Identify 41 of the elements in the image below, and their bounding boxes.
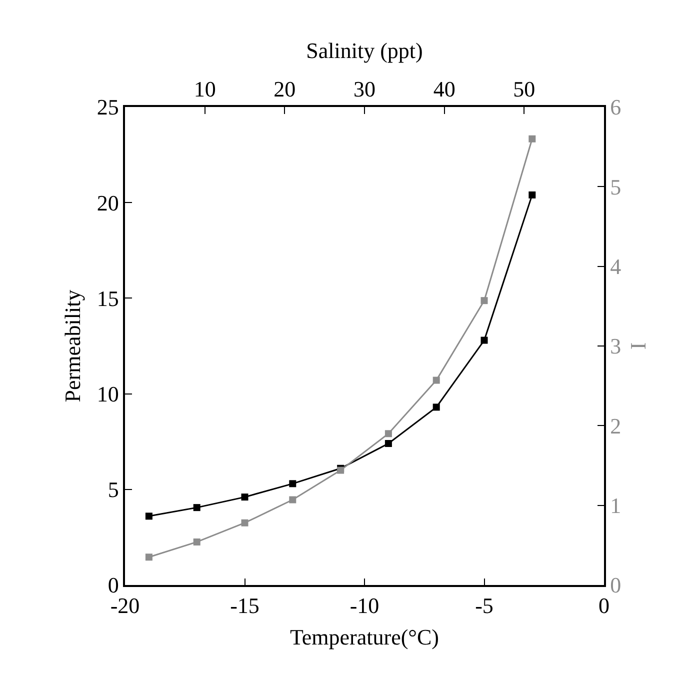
x-tick-label: 0 (598, 593, 610, 618)
point (384, 440, 392, 448)
x-axis-title: Temperature(°C) (290, 624, 439, 650)
point (432, 376, 440, 384)
x-tick-label: -15 (230, 593, 260, 618)
x2-tick-label: 30 (354, 76, 376, 102)
y2-axis-title: I (626, 342, 651, 350)
x2-tick-label: 50 (513, 76, 536, 102)
point (528, 191, 536, 198)
y2-tick-label: 2 (610, 413, 622, 438)
point (193, 504, 200, 512)
y2-tick-label: 4 (610, 254, 622, 280)
x2-tick-label: 40 (433, 76, 456, 102)
x2-tick-label: 20 (274, 76, 296, 102)
y2-tick-label: 6 (610, 94, 622, 120)
point (480, 336, 488, 344)
point (432, 404, 440, 411)
point (241, 494, 248, 501)
point (193, 538, 200, 546)
y-axis-title: Permeability (60, 290, 86, 402)
x-tick-label: -10 (350, 593, 380, 618)
x2-axis-title: Salinity (ppt) (306, 38, 423, 63)
y-tick-label: 15 (96, 286, 119, 311)
y-tick-label: 25 (96, 94, 119, 120)
point (289, 480, 296, 488)
y-tick-label: 5 (108, 477, 119, 502)
point (241, 519, 248, 526)
y-tick-label: 20 (96, 190, 119, 216)
point (528, 135, 536, 142)
y2-tick-label: 3 (610, 334, 622, 359)
point (145, 554, 152, 561)
y2-tick-label: 1 (610, 493, 622, 518)
point (384, 430, 392, 438)
y2-tick-label: 0 (610, 572, 622, 598)
x-tick-label: -5 (475, 593, 494, 618)
point (289, 496, 296, 504)
y2-tick-label: 5 (610, 174, 622, 200)
point (480, 297, 488, 304)
y-tick-label: 10 (96, 382, 119, 406)
point (145, 512, 152, 520)
x2-tick-label: 10 (194, 76, 216, 102)
